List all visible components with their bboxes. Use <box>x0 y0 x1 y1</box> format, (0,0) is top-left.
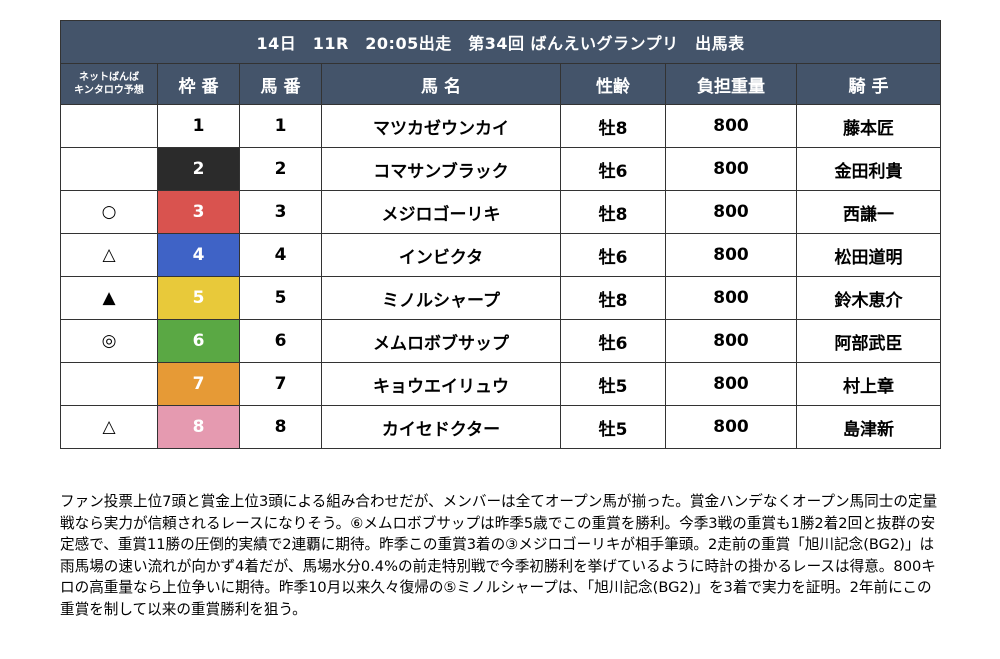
jockey-name: 金田利貴 <box>795 147 942 191</box>
horse-name: カイセドクター <box>321 405 561 449</box>
entry-table: 14日 11R 20:05出走 第34回 ばんえいグランプリ 出馬表 ネットばん… <box>59 20 942 449</box>
header-name: 馬 名 <box>321 63 561 105</box>
sex-age: 牡6 <box>560 319 666 363</box>
horse-name: コマサンブラック <box>321 147 561 191</box>
horse-name: メジロゴーリキ <box>321 190 561 234</box>
prediction-mark: △ <box>60 405 158 449</box>
jockey-name: 村上章 <box>795 362 942 406</box>
carried-weight: 800 <box>665 405 797 449</box>
table-row: ○ 3 3 メジロゴーリキ 牡8 800 西謙一 <box>60 190 942 234</box>
waku-number: 3 <box>157 190 240 234</box>
horse-number: 6 <box>239 319 322 363</box>
horse-name: インビクタ <box>321 233 561 277</box>
horse-number: 8 <box>239 405 322 449</box>
carried-weight: 800 <box>665 319 797 363</box>
waku-number: 1 <box>157 104 240 148</box>
carried-weight: 800 <box>665 362 797 406</box>
horse-number: 2 <box>239 147 322 191</box>
race-commentary: ファン投票上位7頭と賞金上位3頭による組み合わせだが、メンバーは全てオープン馬が… <box>60 493 938 618</box>
table-row: ◎ 6 6 メムロボブサップ 牡6 800 阿部武臣 <box>60 319 942 363</box>
header-prediction: ネットばんば キンタロウ予想 <box>60 63 158 105</box>
waku-number: 7 <box>157 362 240 406</box>
jockey-name: 藤本匠 <box>795 104 942 148</box>
prediction-mark: ◎ <box>60 319 158 363</box>
table-title: 14日 11R 20:05出走 第34回 ばんえいグランプリ 出馬表 <box>59 20 942 64</box>
waku-number: 5 <box>157 276 240 320</box>
horse-name: メムロボブサップ <box>321 319 561 363</box>
header-uma: 馬 番 <box>239 63 322 105</box>
sex-age: 牡8 <box>560 190 666 234</box>
table-row: ▲ 5 5 ミノルシャープ 牡8 800 鈴木恵介 <box>60 276 942 320</box>
horse-name: マツカゼウンカイ <box>321 104 561 148</box>
horse-name: ミノルシャープ <box>321 276 561 320</box>
header-weight: 負担重量 <box>665 63 797 105</box>
waku-number: 4 <box>157 233 240 277</box>
waku-number: 8 <box>157 405 240 449</box>
prediction-mark: ▲ <box>60 276 158 320</box>
header-jockey: 騎 手 <box>795 63 942 105</box>
horse-name: キョウエイリュウ <box>321 362 561 406</box>
header-waku: 枠 番 <box>157 63 240 105</box>
prediction-mark <box>60 362 158 406</box>
header-prediction-line1: ネットばんば <box>79 72 139 83</box>
sex-age: 牡6 <box>560 147 666 191</box>
horse-number: 3 <box>239 190 322 234</box>
header-sexage: 性齢 <box>560 63 666 105</box>
table-row: △ 8 8 カイセドクター 牡5 800 島津新 <box>60 405 942 449</box>
horse-number: 1 <box>239 104 322 148</box>
table-row: 7 7 キョウエイリュウ 牡5 800 村上章 <box>60 362 942 406</box>
carried-weight: 800 <box>665 190 797 234</box>
sex-age: 牡5 <box>560 405 666 449</box>
carried-weight: 800 <box>665 147 797 191</box>
jockey-name: 島津新 <box>795 405 942 449</box>
table-row: 2 2 コマサンブラック 牡6 800 金田利貴 <box>60 147 942 191</box>
horse-number: 7 <box>239 362 322 406</box>
prediction-mark: △ <box>60 233 158 277</box>
sex-age: 牡5 <box>560 362 666 406</box>
sex-age: 牡8 <box>560 104 666 148</box>
carried-weight: 800 <box>665 104 797 148</box>
carried-weight: 800 <box>665 276 797 320</box>
prediction-mark <box>60 104 158 148</box>
carried-weight: 800 <box>665 233 797 277</box>
waku-number: 6 <box>157 319 240 363</box>
prediction-mark <box>60 147 158 191</box>
jockey-name: 阿部武臣 <box>795 319 942 363</box>
sex-age: 牡8 <box>560 276 666 320</box>
jockey-name: 西謙一 <box>795 190 942 234</box>
header-prediction-line2: キンタロウ予想 <box>74 85 144 96</box>
header-row: ネットばんば キンタロウ予想 枠 番 馬 番 馬 名 性齢 負担重量 騎 手 <box>60 63 942 105</box>
jockey-name: 松田道明 <box>795 233 942 277</box>
horse-number: 4 <box>239 233 322 277</box>
jockey-name: 鈴木恵介 <box>795 276 942 320</box>
prediction-mark: ○ <box>60 190 158 234</box>
table-row: 1 1 マツカゼウンカイ 牡8 800 藤本匠 <box>60 104 942 148</box>
horse-number: 5 <box>239 276 322 320</box>
table-row: △ 4 4 インビクタ 牡6 800 松田道明 <box>60 233 942 277</box>
sex-age: 牡6 <box>560 233 666 277</box>
waku-number: 2 <box>157 147 240 191</box>
